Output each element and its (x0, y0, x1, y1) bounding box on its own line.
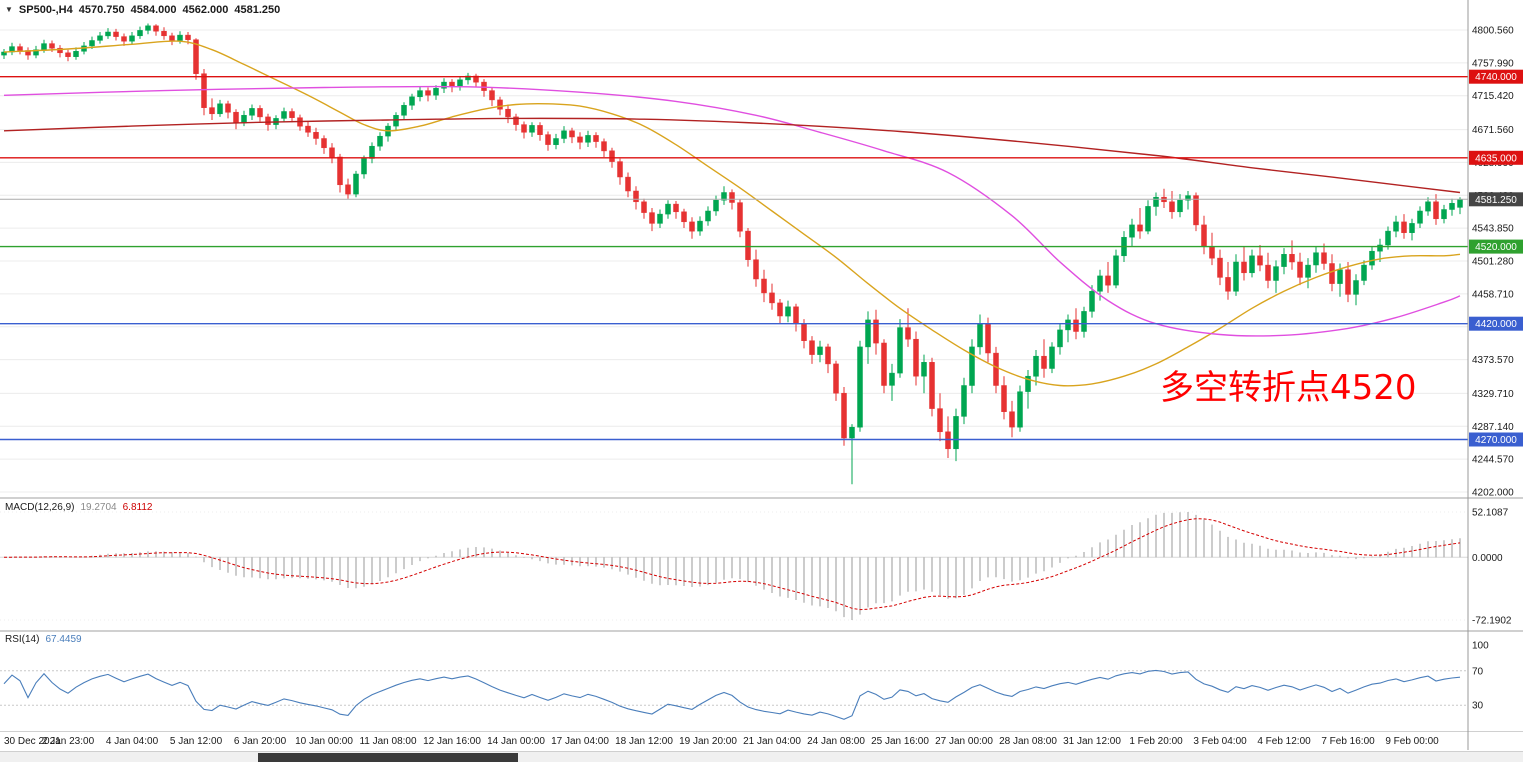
macd-indicator-header: MACD(12,26,9) 19.2704 6.8112 (5, 502, 152, 513)
svg-text:4458.710: 4458.710 (1472, 289, 1514, 300)
svg-text:4202.000: 4202.000 (1472, 488, 1514, 499)
svg-text:30 Dec 2021: 30 Dec 2021 (4, 736, 61, 747)
svg-text:4287.140: 4287.140 (1472, 422, 1514, 433)
svg-text:4501.280: 4501.280 (1472, 257, 1514, 268)
ohlc-close: 4581.250 (234, 4, 281, 16)
svg-text:30: 30 (1472, 701, 1484, 712)
macd-signal-value: 6.8112 (122, 502, 153, 513)
rsi-label: RSI(14) (5, 634, 40, 645)
ohlc-low: 4562.000 (182, 4, 229, 16)
svg-text:10 Jan 00:00: 10 Jan 00:00 (295, 736, 353, 747)
svg-text:7 Feb 16:00: 7 Feb 16:00 (1321, 736, 1375, 747)
svg-text:4715.420: 4715.420 (1472, 91, 1514, 102)
collapse-ohlc-icon[interactable]: ▼ (5, 5, 13, 14)
svg-text:21 Jan 04:00: 21 Jan 04:00 (743, 736, 801, 747)
horizontal-scrollbar-track[interactable] (0, 751, 1523, 762)
svg-text:1 Feb 20:00: 1 Feb 20:00 (1129, 736, 1183, 747)
svg-text:4740.000: 4740.000 (1475, 72, 1517, 83)
svg-text:24 Jan 08:00: 24 Jan 08:00 (807, 736, 865, 747)
svg-text:-72.1902: -72.1902 (1472, 616, 1512, 627)
svg-text:4373.570: 4373.570 (1472, 355, 1514, 366)
svg-text:31 Jan 12:00: 31 Jan 12:00 (1063, 736, 1121, 747)
svg-text:4 Jan 04:00: 4 Jan 04:00 (106, 736, 159, 747)
svg-text:70: 70 (1472, 666, 1484, 677)
svg-text:4244.570: 4244.570 (1472, 455, 1514, 466)
svg-text:11 Jan 08:00: 11 Jan 08:00 (359, 736, 417, 747)
svg-text:12 Jan 16:00: 12 Jan 16:00 (423, 736, 481, 747)
svg-text:4329.710: 4329.710 (1472, 389, 1514, 400)
svg-text:100: 100 (1472, 641, 1489, 652)
svg-text:2 Jan 23:00: 2 Jan 23:00 (42, 736, 95, 747)
svg-text:18 Jan 12:00: 18 Jan 12:00 (615, 736, 673, 747)
horizontal-scrollbar-thumb[interactable] (258, 753, 518, 762)
svg-text:19 Jan 20:00: 19 Jan 20:00 (679, 736, 737, 747)
annotation-text: 多空转折点4520 (1160, 368, 1417, 408)
svg-text:27 Jan 00:00: 27 Jan 00:00 (935, 736, 993, 747)
svg-text:5 Jan 12:00: 5 Jan 12:00 (170, 736, 223, 747)
svg-text:25 Jan 16:00: 25 Jan 16:00 (871, 736, 929, 747)
time-axis[interactable] (0, 732, 1468, 750)
ohlc-open: 4570.750 (78, 4, 125, 16)
svg-text:0.0000: 0.0000 (1472, 553, 1503, 564)
svg-text:17 Jan 04:00: 17 Jan 04:00 (551, 736, 609, 747)
svg-text:4543.850: 4543.850 (1472, 224, 1514, 235)
svg-text:9 Feb 00:00: 9 Feb 00:00 (1385, 736, 1439, 747)
svg-text:4 Feb 12:00: 4 Feb 12:00 (1257, 736, 1311, 747)
rsi-indicator-header: RSI(14) 67.4459 (5, 634, 82, 645)
svg-text:4671.560: 4671.560 (1472, 125, 1514, 136)
symbol-header: ▼ SP500-,H4 4570.750 4584.000 4562.000 4… (5, 4, 280, 16)
price-axis[interactable] (1469, 0, 1523, 750)
svg-text:14 Jan 00:00: 14 Jan 00:00 (487, 736, 545, 747)
ohlc-high: 4584.000 (130, 4, 177, 16)
rsi-value: 67.4459 (45, 634, 82, 645)
svg-text:4581.250: 4581.250 (1475, 195, 1517, 206)
svg-text:4270.000: 4270.000 (1475, 435, 1517, 446)
svg-text:4420.000: 4420.000 (1475, 319, 1517, 330)
macd-label: MACD(12,26,9) (5, 502, 75, 513)
svg-text:3 Feb 04:00: 3 Feb 04:00 (1193, 736, 1247, 747)
svg-text:4757.990: 4757.990 (1472, 58, 1514, 69)
svg-text:52.1087: 52.1087 (1472, 508, 1509, 519)
svg-text:28 Jan 08:00: 28 Jan 08:00 (999, 736, 1057, 747)
svg-text:6 Jan 20:00: 6 Jan 20:00 (234, 736, 287, 747)
svg-text:4520.000: 4520.000 (1475, 242, 1517, 253)
svg-text:4635.000: 4635.000 (1475, 153, 1517, 164)
macd-main-value: 19.2704 (80, 502, 117, 513)
svg-text:4800.560: 4800.560 (1472, 26, 1514, 37)
symbol-name: SP500-,H4 (18, 4, 73, 16)
